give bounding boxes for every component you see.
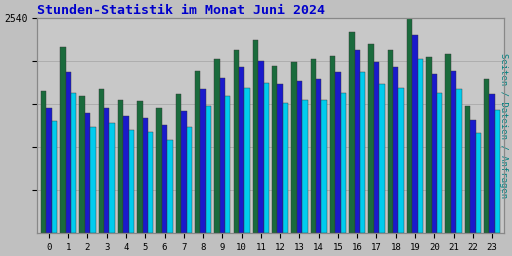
Bar (426, 57, 432, 233)
Bar (354, 50, 360, 233)
Bar (90, 126, 96, 233)
Bar (60, 47, 66, 233)
Bar (214, 59, 220, 233)
Bar (407, 18, 412, 233)
Bar (340, 93, 346, 233)
Bar (374, 62, 379, 233)
Bar (489, 94, 495, 233)
Bar (85, 113, 90, 233)
Bar (330, 56, 335, 233)
Bar (233, 50, 239, 233)
Bar (360, 72, 366, 233)
Bar (157, 108, 162, 233)
Bar (181, 111, 186, 233)
Bar (99, 89, 104, 233)
Bar (369, 44, 374, 233)
Bar (264, 83, 269, 233)
Bar (418, 59, 423, 233)
Bar (283, 103, 288, 233)
Bar (272, 66, 278, 233)
Bar (388, 50, 393, 233)
Bar (123, 116, 129, 233)
Bar (206, 106, 211, 233)
Bar (41, 91, 46, 233)
Bar (258, 61, 264, 233)
Bar (220, 78, 225, 233)
Bar (186, 126, 192, 233)
Bar (465, 106, 470, 233)
Bar (244, 88, 250, 233)
Bar (195, 71, 200, 233)
Bar (393, 67, 398, 233)
Bar (253, 40, 258, 233)
Bar (118, 100, 123, 233)
Bar (200, 89, 206, 233)
Bar (316, 79, 322, 233)
Bar (456, 89, 462, 233)
Bar (142, 118, 148, 233)
Bar (104, 108, 110, 233)
Bar (66, 72, 71, 233)
Bar (476, 133, 481, 233)
Bar (322, 100, 327, 233)
Bar (291, 62, 297, 233)
Bar (437, 93, 442, 233)
Bar (412, 35, 418, 233)
Y-axis label: Seiten / Dateien / Anfragen: Seiten / Dateien / Anfragen (499, 53, 508, 198)
Bar (79, 96, 85, 233)
Bar (239, 67, 244, 233)
Bar (445, 54, 451, 233)
Bar (71, 93, 76, 233)
Bar (470, 120, 476, 233)
Bar (432, 74, 437, 233)
Bar (278, 84, 283, 233)
Bar (176, 94, 181, 233)
Bar (137, 101, 142, 233)
Bar (225, 96, 230, 233)
Bar (398, 88, 404, 233)
Bar (335, 72, 340, 233)
Bar (297, 81, 302, 233)
Bar (52, 122, 57, 233)
Text: Stunden-Statistik im Monat Juni 2024: Stunden-Statistik im Monat Juni 2024 (37, 4, 326, 17)
Bar (129, 130, 134, 233)
Bar (302, 100, 308, 233)
Bar (311, 59, 316, 233)
Bar (451, 71, 456, 233)
Bar (495, 110, 500, 233)
Bar (148, 132, 154, 233)
Bar (110, 123, 115, 233)
Bar (46, 108, 52, 233)
Bar (349, 32, 354, 233)
Bar (162, 125, 167, 233)
Bar (484, 79, 489, 233)
Bar (167, 140, 173, 233)
Bar (379, 84, 385, 233)
